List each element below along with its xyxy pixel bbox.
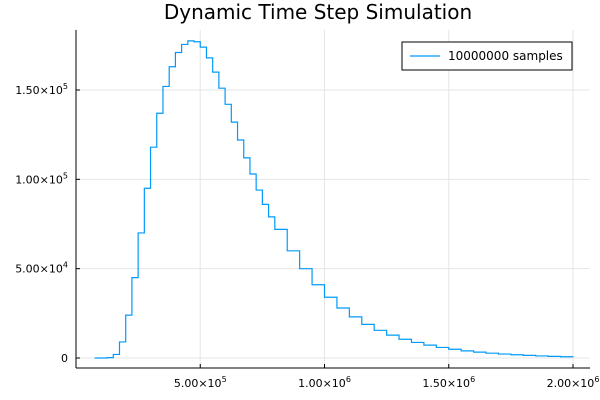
chart-title: Dynamic Time Step Simulation (164, 0, 472, 24)
series-line (94, 40, 574, 359)
x-tick-label: 2.00×106 (547, 375, 600, 390)
legend-label: 10000000 samples (448, 49, 563, 63)
y-tick-label: 5.00×104 (15, 261, 68, 276)
y-tick-label: 1.50×105 (15, 82, 68, 97)
axes (75, 30, 590, 369)
x-tick-label: 1.50×106 (422, 375, 475, 390)
x-tick-label: 5.00×105 (174, 375, 227, 390)
y-tick-label: 0 (61, 352, 68, 365)
x-ticks: 5.00×105 1.00×106 1.50×106 2.00×106 (174, 364, 600, 390)
y-ticks: 0 5.00×104 1.00×105 1.50×105 (15, 82, 80, 365)
grid (76, 30, 590, 368)
y-tick-label: 1.00×105 (15, 171, 68, 186)
x-tick-label: 1.00×106 (298, 375, 351, 390)
legend: 10000000 samples (401, 41, 573, 71)
